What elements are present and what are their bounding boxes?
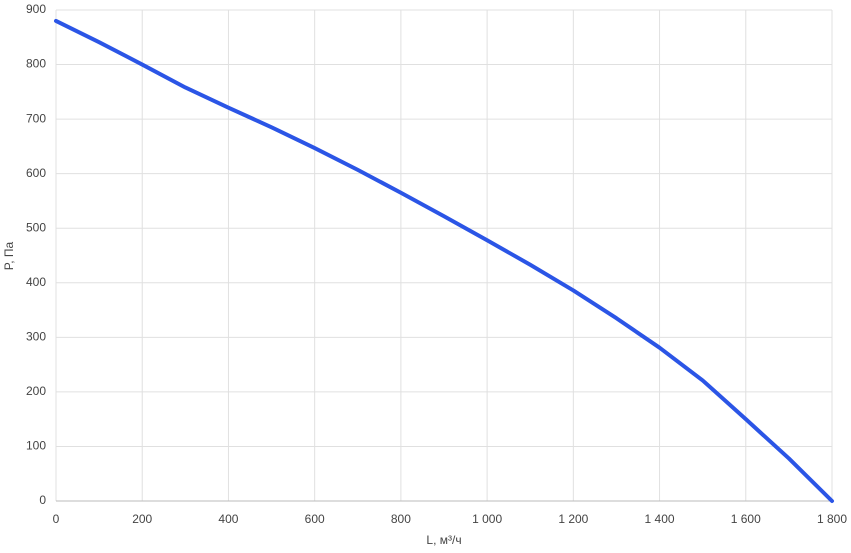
x-tick-label: 200: [132, 512, 152, 526]
y-tick-label: 400: [26, 275, 46, 289]
y-axis-label: P, Па: [2, 241, 16, 270]
y-tick-label: 200: [26, 384, 46, 398]
y-tick-label: 0: [39, 493, 46, 507]
x-tick-label: 1 000: [472, 512, 502, 526]
y-tick-label: 300: [26, 330, 46, 344]
y-tick-label: 100: [26, 439, 46, 453]
x-tick-label: 1 800: [817, 512, 847, 526]
x-tick-label: 400: [218, 512, 238, 526]
y-tick-label: 600: [26, 166, 46, 180]
y-tick-label: 700: [26, 111, 46, 125]
x-tick-label: 1 200: [558, 512, 588, 526]
x-tick-label: 0: [53, 512, 60, 526]
y-tick-label: 500: [26, 220, 46, 234]
x-tick-label: 800: [391, 512, 411, 526]
x-axis-label: L, м³/ч: [426, 533, 461, 547]
x-tick-label: 600: [305, 512, 325, 526]
x-tick-label: 1 600: [731, 512, 761, 526]
y-tick-label: 800: [26, 57, 46, 71]
y-tick-label: 900: [26, 2, 46, 16]
curve: [54, 18, 834, 503]
x-tick-label: 1 400: [645, 512, 675, 526]
